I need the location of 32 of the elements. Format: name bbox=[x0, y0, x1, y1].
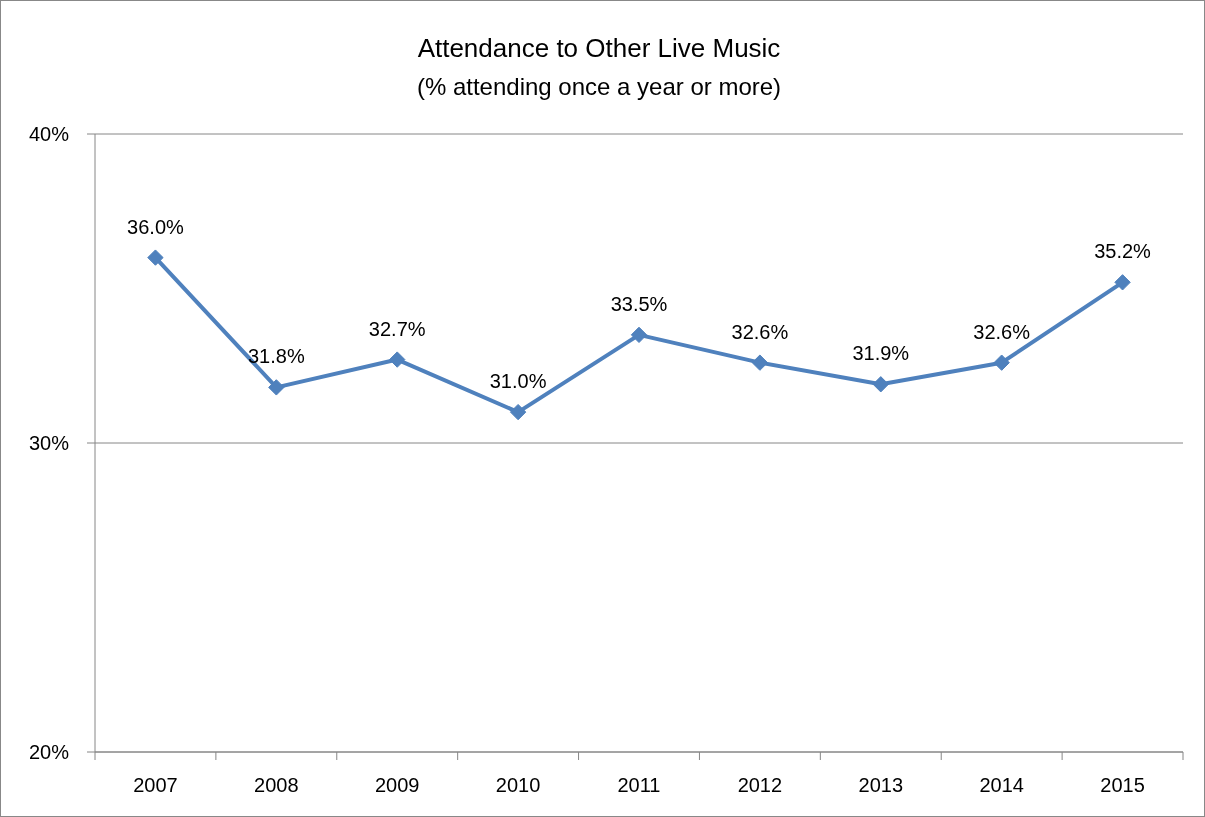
data-label: 32.6% bbox=[973, 320, 1031, 343]
y-tick-label: 30% bbox=[28, 432, 70, 454]
point bbox=[509, 403, 527, 421]
y-tick-label: 40% bbox=[28, 123, 70, 145]
x-tick-label: 2008 bbox=[254, 774, 299, 796]
data-label: 36.0% bbox=[127, 215, 185, 238]
x-tick-label: 2014 bbox=[979, 774, 1024, 796]
y-tick-label: 20% bbox=[28, 741, 70, 763]
x-tick-label: 2015 bbox=[1100, 774, 1145, 796]
data-label: 31.0% bbox=[489, 370, 547, 393]
data-label: 31.8% bbox=[247, 345, 305, 368]
point bbox=[872, 376, 889, 393]
data-label: 32.6% bbox=[731, 320, 789, 343]
chart-subtitle: (% attending once a year or more) bbox=[416, 73, 782, 100]
point bbox=[1114, 274, 1131, 291]
point bbox=[389, 351, 406, 368]
x-tick-label: 2010 bbox=[495, 774, 541, 796]
x-tick-label: 2013 bbox=[858, 774, 904, 796]
data-label: 33.5% bbox=[610, 292, 668, 315]
point bbox=[993, 354, 1010, 371]
x-tick-label: 2009 bbox=[374, 774, 420, 796]
point bbox=[147, 249, 164, 266]
x-tick-label: 2011 bbox=[617, 774, 661, 796]
data-label: 35.2% bbox=[1094, 240, 1152, 263]
data-label: 32.7% bbox=[368, 317, 426, 340]
x-tick-label: 2007 bbox=[133, 774, 178, 796]
chart-title: Attendance to Other Live Music bbox=[417, 33, 781, 63]
point bbox=[268, 379, 285, 396]
x-tick-label: 2012 bbox=[737, 774, 783, 796]
point bbox=[751, 354, 769, 371]
point bbox=[630, 326, 648, 344]
data-label: 31.9% bbox=[852, 342, 910, 365]
